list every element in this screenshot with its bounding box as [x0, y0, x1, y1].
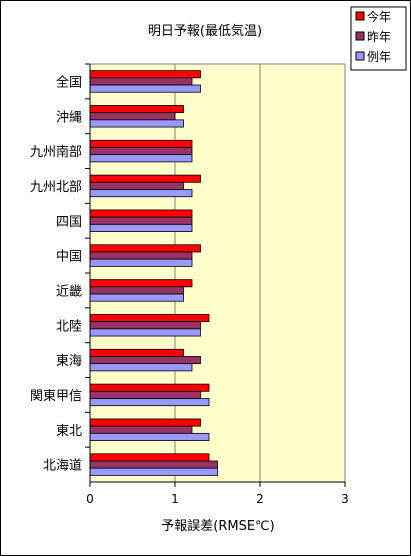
- bar: [89, 390, 201, 399]
- category-label: 近畿: [56, 284, 82, 299]
- x-axis: 0 1 2 3: [86, 64, 349, 506]
- bar: [89, 383, 210, 392]
- category-label: 九州南部: [30, 144, 82, 160]
- bar: [89, 244, 201, 253]
- bar: [89, 209, 193, 218]
- grid-lines: [174, 64, 346, 482]
- bar: [89, 418, 201, 427]
- bar: [89, 432, 210, 441]
- category-label: 北海道: [43, 459, 82, 474]
- chart-title: 明日予報(最低気温): [148, 23, 262, 39]
- bar: [89, 251, 193, 260]
- bar: [89, 453, 210, 462]
- bar: [89, 105, 184, 114]
- x-tick-label: 0: [86, 492, 94, 506]
- bar: [89, 216, 193, 225]
- bar: [89, 328, 201, 337]
- bar: [89, 460, 218, 469]
- bar: [89, 258, 193, 267]
- legend-swatch: [355, 31, 365, 41]
- category-label: 四国: [56, 215, 82, 230]
- bar: [89, 84, 201, 93]
- bar: [89, 139, 193, 148]
- legend-label: 昨年: [367, 30, 391, 44]
- bar: [89, 112, 176, 121]
- category-label: 北陸: [56, 318, 82, 334]
- category-label: 沖縄: [56, 110, 82, 125]
- category-label: 中国: [56, 250, 82, 265]
- bars: [89, 70, 218, 476]
- category-label: 九州北部: [30, 180, 82, 195]
- bar: [89, 189, 193, 198]
- bar: [89, 467, 218, 476]
- x-tick-label: 3: [341, 492, 349, 506]
- bar: [89, 174, 201, 183]
- bar: [89, 356, 201, 365]
- bar: [89, 279, 193, 288]
- bar: [89, 398, 210, 407]
- legend-swatch: [355, 51, 365, 61]
- bar: [89, 321, 201, 330]
- bar: [89, 181, 184, 190]
- x-tick-label: 2: [256, 492, 264, 506]
- bar: [89, 147, 193, 156]
- bar: [89, 154, 193, 163]
- category-label: 関東甲信: [30, 388, 82, 404]
- bar: [89, 293, 184, 302]
- bar: [89, 77, 193, 86]
- bar: [89, 70, 201, 79]
- bar: [89, 314, 210, 323]
- bar: [89, 363, 193, 372]
- category-label: 東北: [56, 423, 82, 439]
- category-label: 全国: [56, 74, 82, 90]
- x-axis-label: 予報誤差(RMSE℃): [161, 518, 274, 534]
- bar: [89, 425, 193, 434]
- plot-area: [89, 63, 346, 483]
- bar: [89, 286, 184, 295]
- bar: [89, 119, 184, 128]
- bar: [89, 348, 184, 357]
- bar: [89, 223, 193, 232]
- legend-label: 今年: [367, 9, 391, 24]
- x-tick-label: 1: [171, 492, 179, 506]
- legend-swatch: [355, 11, 365, 21]
- category-label: 東海: [56, 353, 82, 369]
- legend-label: 例年: [367, 50, 391, 64]
